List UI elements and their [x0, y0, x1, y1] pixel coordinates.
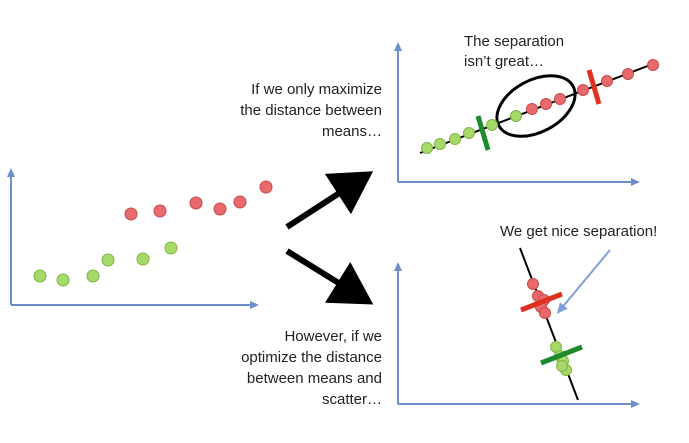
green-mean-marker — [475, 115, 491, 151]
projection-line — [519, 247, 579, 401]
caption-line: between means and — [247, 370, 382, 387]
data-point — [556, 360, 568, 372]
data-point — [622, 68, 634, 80]
red-mean-marker — [586, 69, 602, 105]
data-point — [86, 269, 100, 283]
caption-line: means… — [322, 123, 382, 140]
bottom-left-caption: However, if we optimize the distance bet… — [241, 328, 382, 408]
top-red-points — [526, 59, 659, 115]
data-point — [554, 93, 566, 105]
arrow-icon — [285, 171, 374, 305]
top-green-points — [421, 110, 522, 154]
data-point — [213, 202, 227, 216]
data-point — [189, 196, 203, 210]
data-point — [233, 195, 247, 209]
data-point — [526, 103, 538, 115]
data-point — [647, 59, 659, 71]
left-green-points — [33, 241, 178, 287]
data-point — [259, 180, 273, 194]
data-point — [540, 98, 552, 110]
caption-line: scatter… — [322, 391, 382, 408]
caption-line: the distance between — [240, 102, 382, 119]
data-point — [527, 278, 539, 290]
data-point — [510, 110, 522, 122]
caption-line: The separation — [464, 33, 564, 50]
callout-arrow-icon — [556, 249, 611, 314]
data-point — [33, 269, 47, 283]
caption-line: optimize the distance — [241, 349, 382, 366]
data-point — [449, 133, 461, 145]
lower-arrow-icon — [285, 248, 374, 305]
caption-line: isn’t great… — [464, 53, 544, 70]
red-mean-marker — [520, 291, 563, 313]
data-point — [463, 127, 475, 139]
data-point — [136, 252, 150, 266]
green-mean-marker — [540, 344, 583, 366]
data-point — [56, 273, 70, 287]
data-point — [124, 207, 138, 221]
data-point — [486, 119, 498, 131]
top-right-caption: The separation isn’t great… — [464, 33, 564, 70]
data-point — [577, 84, 589, 96]
caption-line: However, if we — [284, 328, 382, 345]
top-right-plot — [394, 42, 659, 186]
top-left-caption: If we only maximize the distance between… — [240, 81, 382, 140]
data-point — [421, 142, 433, 154]
bottom-right-plot — [394, 247, 640, 408]
left-plot — [7, 168, 273, 309]
overlap-ellipse — [495, 74, 577, 138]
data-point — [101, 253, 115, 267]
caption-line: If we only maximize — [251, 81, 382, 98]
bottom-right-caption: We get nice separation! — [500, 223, 657, 240]
upper-arrow-icon — [285, 171, 374, 230]
data-point — [539, 307, 551, 319]
data-point — [434, 138, 446, 150]
data-point — [601, 75, 613, 87]
left-red-points — [124, 180, 273, 221]
data-point — [164, 241, 178, 255]
data-point — [153, 204, 167, 218]
